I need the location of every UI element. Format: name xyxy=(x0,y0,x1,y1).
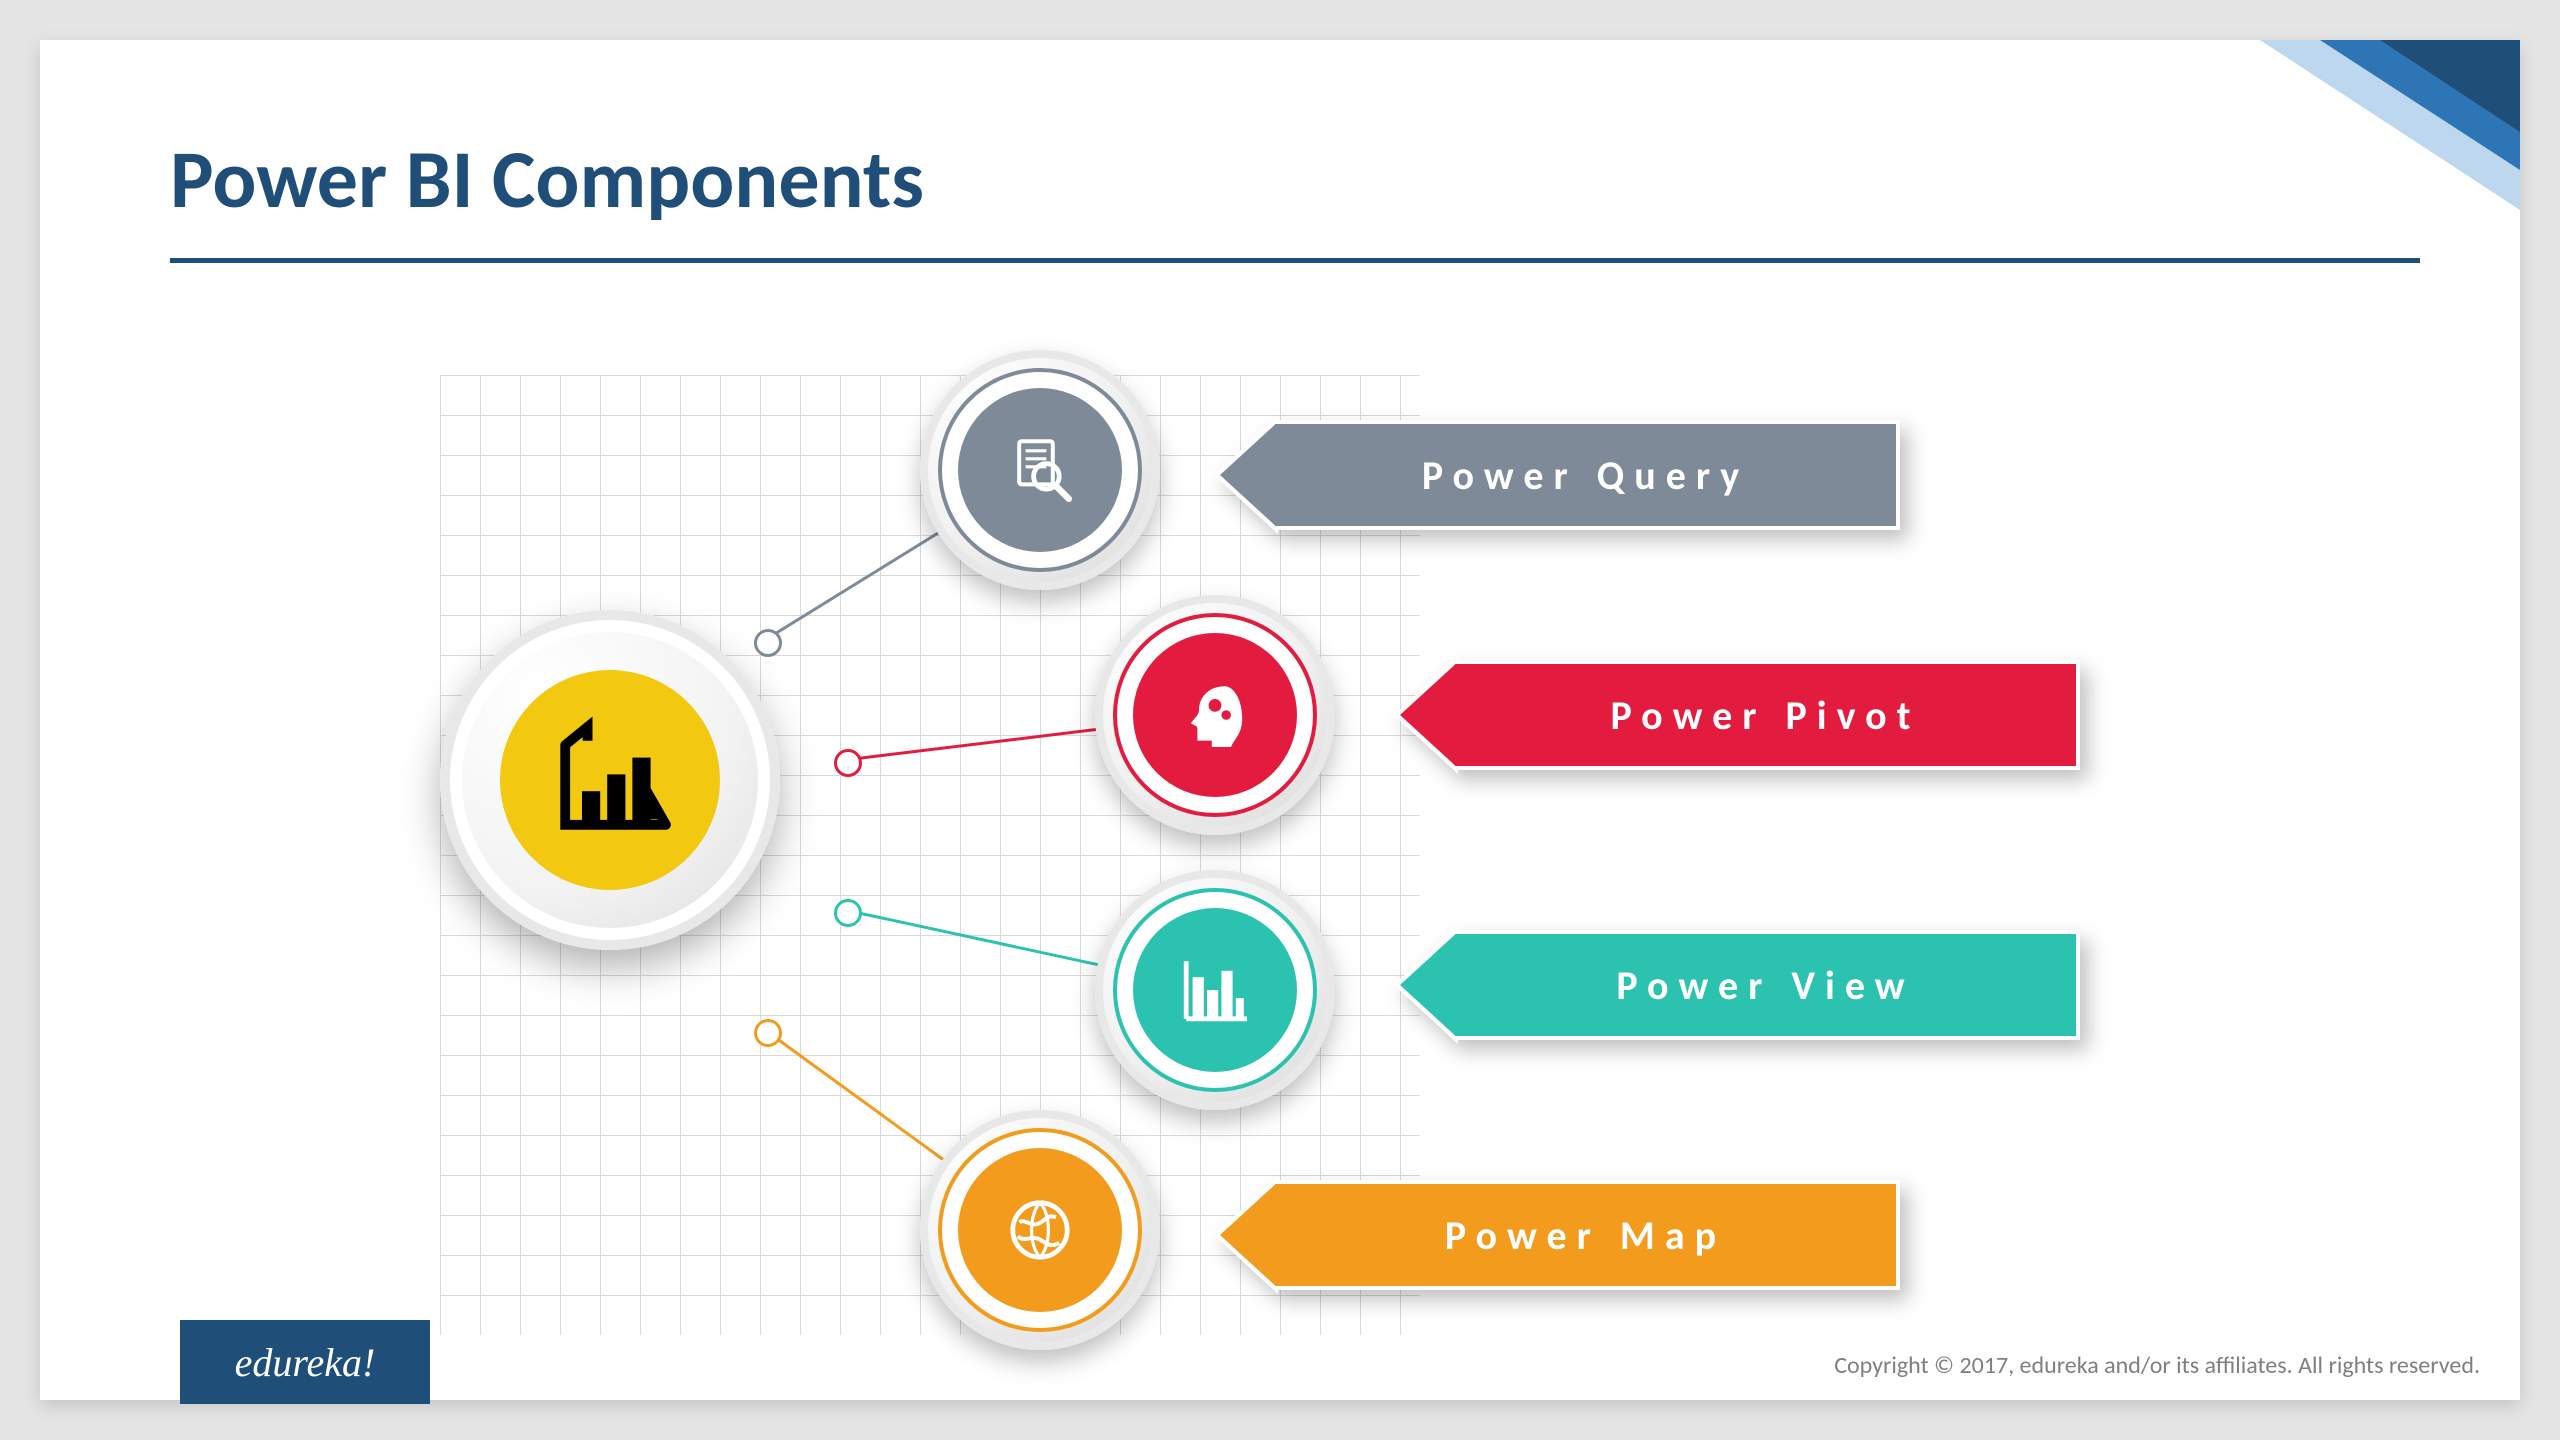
bar-chart-icon xyxy=(1133,908,1297,1072)
connector-dot xyxy=(834,899,862,927)
label-pivot: Power Pivot xyxy=(1400,660,2080,770)
connector-dot xyxy=(754,629,782,657)
search-doc-icon xyxy=(958,388,1122,552)
connector-dot xyxy=(754,1019,782,1047)
label-map: Power Map xyxy=(1220,1180,1900,1290)
head-gears-icon xyxy=(1133,633,1297,797)
hub-inner xyxy=(500,670,720,890)
node-map xyxy=(920,1110,1160,1350)
copyright-text: Copyright © 2017, edureka and/or its aff… xyxy=(1834,1351,2480,1380)
slide: Power BI Components edureka! Copyright ©… xyxy=(40,40,2520,1400)
label-text: Power View xyxy=(1616,961,1914,1010)
label-query: Power Query xyxy=(1220,420,1900,530)
node-pivot xyxy=(1095,595,1335,835)
node-query xyxy=(920,350,1160,590)
label-view: Power View xyxy=(1400,930,2080,1040)
label-text: Power Map xyxy=(1445,1211,1726,1260)
hub-circle xyxy=(440,610,780,950)
title-rule xyxy=(170,258,2420,263)
corner-decoration xyxy=(2260,40,2520,220)
page-title: Power BI Components xyxy=(170,130,924,230)
node-view xyxy=(1095,870,1335,1110)
brand-badge: edureka! xyxy=(180,1320,430,1404)
label-text: Power Pivot xyxy=(1611,691,1921,740)
globe-icon xyxy=(958,1148,1122,1312)
powerbi-icon xyxy=(540,710,680,850)
connector-dot xyxy=(834,749,862,777)
label-text: Power Query xyxy=(1422,451,1749,500)
brand-text: edureka! xyxy=(235,1339,376,1386)
